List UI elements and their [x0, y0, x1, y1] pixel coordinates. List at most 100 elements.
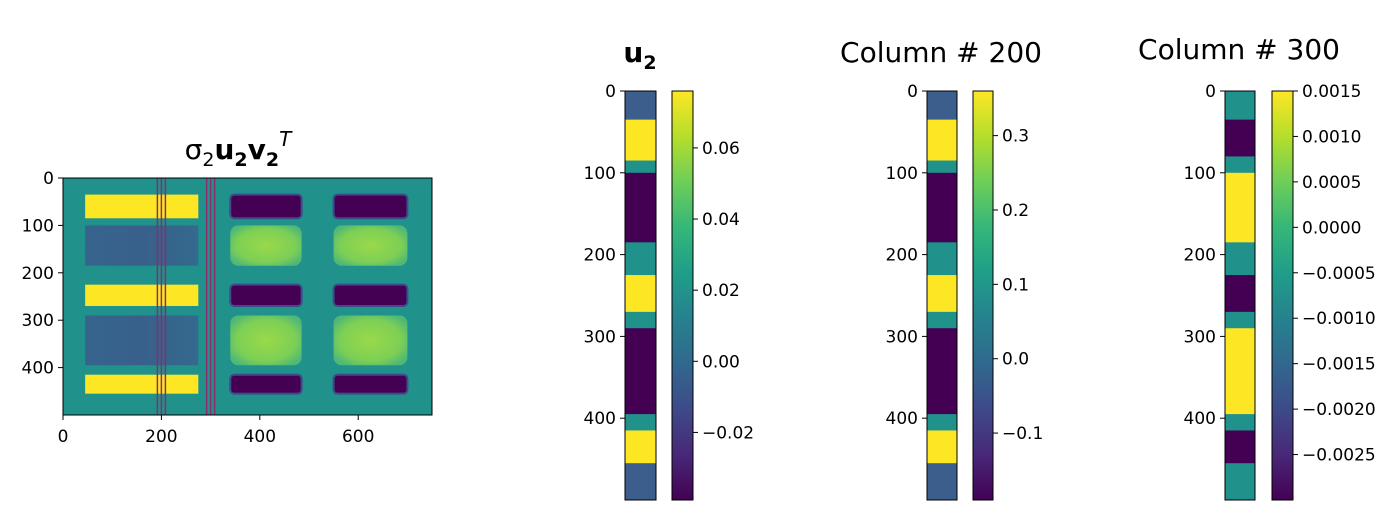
y-tick-label: 400: [22, 359, 54, 379]
heatmap-purple-band: [229, 283, 303, 307]
strip-segment: [927, 160, 957, 174]
outer-product-image: [63, 178, 432, 415]
title-u-sub: 2: [234, 149, 247, 171]
strip-frame: [624, 90, 657, 501]
colorbar-frame: [972, 90, 994, 501]
strip-segment: [927, 242, 957, 276]
outer-product-axes: 0 100 200 300 400 0 200 400 600: [22, 169, 433, 447]
heatmap-purple-band: [229, 193, 303, 220]
x-tick-label: 400: [244, 427, 276, 447]
y-tick-label: 300: [1184, 327, 1216, 347]
panel-column-300: Column # 300 0 100 200 300 400 −0.0025 −0.0020…: [1138, 33, 1376, 501]
colorbar-tick-label: 0.00: [702, 352, 740, 372]
title-u2-sub: 2: [643, 52, 656, 74]
strip-segment: [625, 119, 656, 162]
colorbar-tick-label: −0.0020: [1302, 400, 1376, 420]
heatmap-green-band: [333, 315, 408, 366]
colorbar-tick-label: 0.0015: [1302, 82, 1361, 102]
colorbar-tick-label: 0.0000: [1302, 218, 1361, 238]
y-tick-label: 200: [886, 246, 918, 266]
title-u: u: [214, 133, 234, 166]
strip-segment: [625, 311, 656, 329]
colorbar-tick-label: −0.0025: [1302, 446, 1376, 466]
y-tick-label: 100: [22, 216, 54, 236]
strip-segment: [1225, 275, 1255, 313]
title-sigma: σ: [185, 133, 203, 166]
y-tick-label: 0: [1205, 82, 1216, 102]
y-tick-label: 0: [907, 82, 918, 102]
strip-segment: [927, 119, 957, 162]
y-tick-label: 300: [886, 327, 918, 347]
strip-frame: [926, 90, 958, 501]
strip-segment: [927, 275, 957, 313]
column-200-strip: 0 100 200 300 400 −0.1 0.0 0.1 0.2 0.3: [886, 82, 1043, 501]
y-tick-label: 100: [886, 164, 918, 184]
strip-segment: [927, 91, 957, 121]
strip-segment: [1225, 242, 1255, 276]
colorbar-tick-label: 0.1: [1002, 275, 1029, 295]
heatmap-green-band: [230, 225, 302, 266]
strip-segment: [927, 463, 957, 501]
strip-segment: [927, 311, 957, 329]
heatmap-blue-band: [85, 315, 199, 366]
strip-segment: [625, 242, 656, 276]
title-sup: T: [279, 127, 293, 151]
colorbar-tick-label: −0.0005: [1302, 264, 1376, 284]
title-v: v: [248, 133, 266, 166]
heatmap-yellow-band: [85, 284, 199, 306]
strip-segment: [625, 275, 656, 313]
title-v-sub: 2: [266, 149, 279, 171]
strip-frame: [1224, 90, 1256, 501]
strip-segment: [625, 172, 656, 243]
strip-segment: [625, 414, 656, 431]
heatmap-purple-band: [229, 373, 303, 395]
x-tick-label: 600: [342, 427, 374, 447]
colorbar-tick-label: 0.02: [702, 281, 740, 301]
strip-segment: [1225, 311, 1255, 329]
strip-segment: [1225, 328, 1255, 415]
y-tick-label: 100: [1184, 164, 1216, 184]
heatmap-green-band: [333, 225, 408, 266]
colorbar-gradient: [672, 91, 693, 500]
strip-segment: [927, 172, 957, 243]
strip-segment: [927, 328, 957, 415]
panel-column-200: Column # 200 0100200300400−0.10.00.10.20…: [840, 36, 1043, 501]
y-tick-label: 200: [1184, 246, 1216, 266]
heatmap-purple-band: [332, 373, 409, 395]
strip-segment: [1225, 91, 1255, 121]
title-column-300: Column # 300: [1138, 33, 1340, 66]
colorbar-tick-label: 0.3: [1002, 127, 1029, 147]
title-u2: u2: [623, 36, 656, 74]
colorbar-gradient: [973, 91, 993, 500]
heatmap-green-band: [230, 315, 302, 366]
title-column-200: Column # 200: [840, 36, 1042, 69]
strip-segment: [1225, 156, 1255, 174]
column-300-strip: 0 100 200 300 400 −0.0025 −0.0020 −0.0015 −0.001…: [1184, 82, 1376, 501]
u2-strip: 0 100 200 300 400 −0.02 0.00 0.02 0.04 0.06: [584, 82, 754, 501]
y-tick-label: 400: [886, 409, 918, 429]
y-tick-label: 200: [584, 246, 616, 266]
colorbar-tick-label: 0.0005: [1302, 173, 1361, 193]
y-tick-label: 400: [1184, 409, 1216, 429]
title-u2-u: u: [623, 36, 643, 69]
strip-segment: [1225, 430, 1255, 464]
colorbar-tick-label: −0.1: [1002, 424, 1043, 444]
colorbar-frame: [1271, 90, 1294, 501]
colorbar-tick-label: 0.06: [702, 139, 740, 159]
y-tick-label: 300: [22, 311, 54, 331]
strip-segment: [625, 160, 656, 174]
heatmap-yellow-band: [85, 374, 199, 394]
strip-segment: [1225, 463, 1255, 501]
strip-segment: [1225, 414, 1255, 431]
title-sigma-sub: 2: [202, 149, 214, 171]
strip-segment: [927, 414, 957, 431]
colorbar-tick-label: 0.2: [1002, 201, 1029, 221]
heatmap-yellow-band: [85, 194, 199, 219]
colorbar-tick-label: −0.0010: [1302, 309, 1376, 329]
y-tick-label: 400: [584, 409, 616, 429]
strip-segment: [625, 91, 656, 121]
colorbar-tick-label: 0.0010: [1302, 127, 1361, 147]
heatmap-frame: [62, 177, 433, 416]
